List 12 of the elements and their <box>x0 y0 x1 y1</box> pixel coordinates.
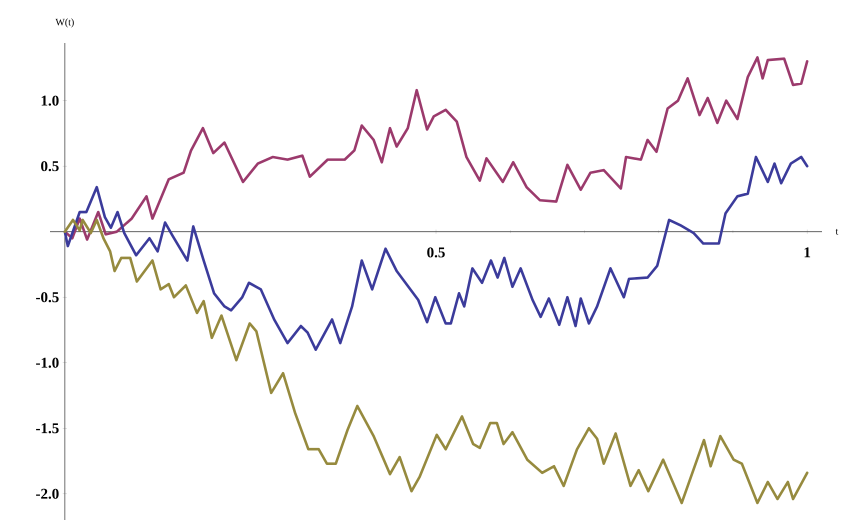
line-series <box>64 218 808 504</box>
y-tick-label: 1.0 <box>42 96 59 106</box>
x-tick-label: 1 <box>804 247 810 258</box>
y-axis-title: W(t) <box>55 18 74 28</box>
y-tick-label: -0.5 <box>36 292 59 302</box>
y-tick-label: -1.5 <box>36 423 59 434</box>
y-tick-label: -2.0 <box>36 488 59 499</box>
line-series <box>64 156 808 351</box>
line-series <box>64 56 808 241</box>
y-tick-label: 0.5 <box>41 161 59 172</box>
y-tick-label: -1.0 <box>36 358 59 368</box>
x-axis-title: t <box>836 228 838 235</box>
